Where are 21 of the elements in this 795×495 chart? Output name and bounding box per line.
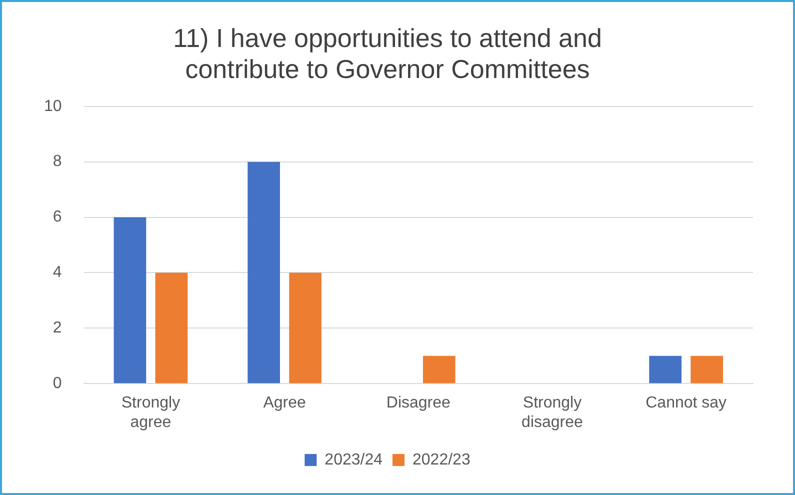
bar [289, 272, 322, 384]
x-tick-label: Cannot say [646, 394, 727, 412]
x-tick-label: Strongly agree [121, 394, 180, 431]
legend-label: 2023/24 [324, 451, 383, 468]
x-tick-label: Disagree [386, 394, 451, 412]
y-tick-label: 0 [52, 375, 62, 392]
legend-label: 2022/23 [412, 451, 470, 468]
bar [248, 162, 280, 384]
y-tick-label: 10 [44, 98, 62, 115]
bar [155, 272, 188, 384]
bar [649, 356, 682, 384]
y-tick-label: 2 [52, 320, 62, 337]
y-tick-label: 8 [52, 153, 62, 170]
x-tick-label: Agree [263, 394, 306, 412]
bar [114, 217, 146, 384]
bar [690, 356, 724, 384]
y-tick-label: 4 [52, 264, 62, 282]
y-tick-label: 6 [52, 208, 62, 226]
bar [422, 356, 456, 384]
x-tick-label: Strongly disagree [522, 394, 584, 431]
chart-title: 11) I have opportunities to attend and contribute to Governor Committees [173, 22, 602, 84]
